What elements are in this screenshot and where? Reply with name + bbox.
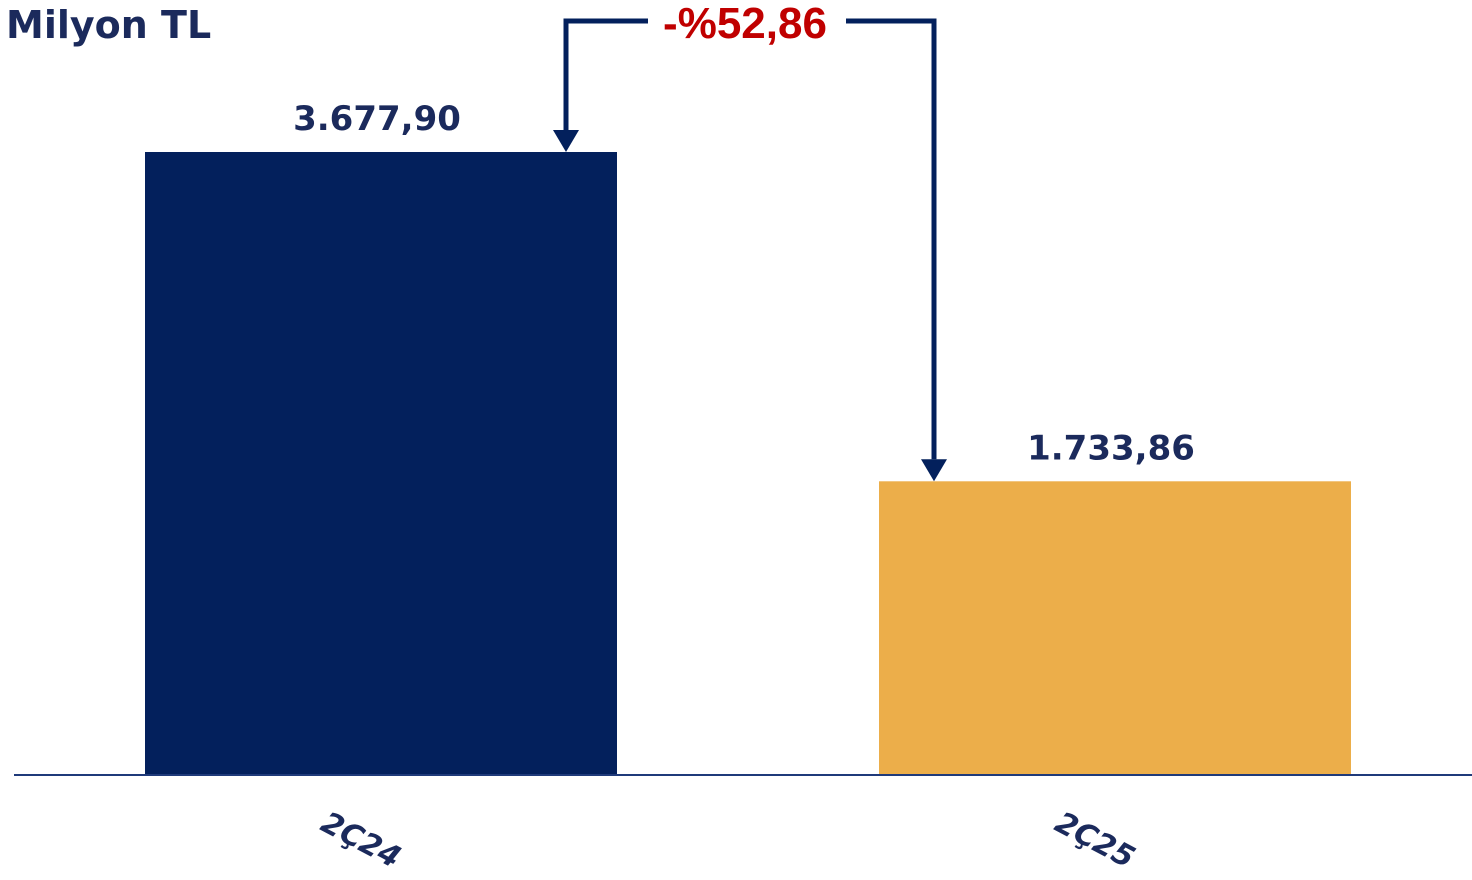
- bar-1: [879, 481, 1351, 775]
- bar-0: [145, 152, 617, 775]
- bars-group: [145, 152, 1351, 775]
- value-label-1: 1.733,86: [1027, 428, 1195, 468]
- category-label-1: 2Ç25: [1049, 805, 1140, 876]
- arrowhead-left: [553, 130, 579, 152]
- value-label-0: 3.677,90: [293, 99, 461, 139]
- category-labels-group: 2Ç24 2Ç25: [315, 805, 1140, 876]
- change-percentage-label: -%52,86: [663, 0, 827, 48]
- connector-arrow-path: [563, 18, 937, 460]
- value-labels-group: 3.677,90 1.733,86: [293, 99, 1195, 468]
- category-label-0: 2Ç24: [315, 805, 406, 876]
- unit-label: Milyon TL: [6, 3, 211, 47]
- change-connector: [553, 18, 947, 482]
- arrowhead-right: [921, 459, 947, 482]
